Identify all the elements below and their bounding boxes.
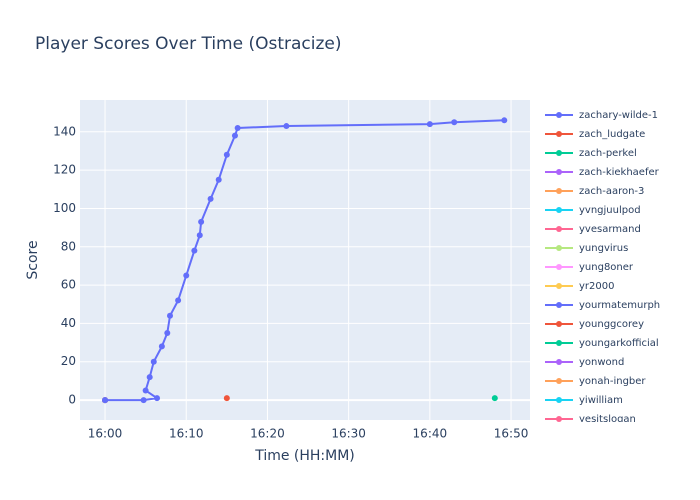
x-tick-label: 16:00: [88, 427, 123, 441]
data-point: [191, 247, 198, 254]
data-point: [207, 195, 214, 202]
y-tick-label: 80: [61, 239, 76, 253]
marks: [102, 117, 508, 404]
legend-marker: [556, 378, 562, 384]
legend: zachary-wilde-1 zach_ludgate zach-perkel za…: [545, 110, 660, 425]
y-tick-label: 100: [53, 201, 76, 215]
legend-marker: [556, 302, 562, 308]
legend-label[interactable]: yr2000: [579, 281, 614, 292]
x-tick-label: 16:30: [331, 427, 366, 441]
legend-label[interactable]: yourmatemurph: [579, 300, 660, 311]
legend-label[interactable]: yung8oner: [579, 262, 634, 273]
data-point: [102, 397, 109, 404]
legend-marker: [556, 131, 562, 137]
data-point: [150, 358, 157, 365]
data-point: [283, 123, 290, 130]
legend-label[interactable]: yiwilliam: [579, 395, 623, 406]
legend-label[interactable]: zach-aaron-3: [579, 186, 644, 197]
legend-label[interactable]: yonah-ingber: [579, 376, 646, 387]
legend-marker: [556, 150, 562, 156]
legend-label[interactable]: younggcorey: [579, 319, 644, 330]
legend-marker: [556, 112, 562, 118]
data-point: [491, 395, 498, 402]
y-tick-label: 40: [61, 316, 76, 330]
legend-marker: [556, 226, 562, 232]
data-point: [231, 132, 238, 139]
x-tick-label: 16:10: [169, 427, 204, 441]
legend-label[interactable]: yungvirus: [579, 243, 628, 254]
legend-marker: [556, 340, 562, 346]
data-point: [426, 121, 433, 128]
data-point: [501, 117, 508, 124]
legend-label[interactable]: yvesarmand: [579, 224, 641, 235]
legend-marker: [556, 264, 562, 270]
legend-label[interactable]: yonwond: [579, 357, 624, 368]
plot-area: [80, 100, 530, 420]
legend-label[interactable]: zach-perkel: [579, 148, 637, 159]
data-point: [223, 151, 230, 158]
y-tick-label: 60: [61, 278, 76, 292]
data-point: [167, 312, 173, 319]
data-point: [146, 374, 153, 381]
data-point: [196, 232, 203, 239]
y-axis-label: Score: [25, 240, 41, 279]
data-point: [215, 176, 222, 183]
y-tick-label: 120: [53, 163, 76, 177]
x-axis-label: Time (HH:MM): [254, 448, 355, 464]
legend-marker: [556, 416, 562, 422]
legend-label[interactable]: yesitslogan: [579, 414, 636, 425]
legend-label[interactable]: youngarkofficial: [579, 338, 659, 349]
x-tick-label: 16:20: [250, 427, 285, 441]
legend-marker: [556, 397, 562, 403]
x-tick-label: 16:50: [494, 427, 529, 441]
y-tick-label: 140: [53, 124, 76, 138]
legend-marker: [556, 245, 562, 251]
legend-marker: [556, 359, 562, 365]
legend-label[interactable]: zachary-wilde-1: [579, 110, 658, 121]
legend-marker: [556, 283, 562, 289]
data-point: [154, 395, 161, 402]
legend-label[interactable]: zach_ludgate: [579, 129, 645, 140]
data-point: [223, 395, 230, 402]
legend-marker: [556, 207, 562, 213]
legend-marker: [556, 188, 562, 194]
x-tick-label: 16:40: [413, 427, 448, 441]
chart-title: Player Scores Over Time (Ostracize): [35, 34, 342, 54]
y-tick-label: 20: [61, 354, 76, 368]
legend-label[interactable]: zach-kiekhaefer: [579, 167, 660, 178]
data-point: [234, 124, 241, 131]
data-point: [142, 387, 149, 394]
legend-label[interactable]: yvngjuulpod: [579, 205, 641, 216]
data-point: [140, 397, 147, 404]
data-point: [451, 119, 458, 126]
legend-marker: [556, 169, 562, 175]
y-tick-label: 0: [68, 393, 76, 407]
data-point: [164, 330, 171, 337]
data-point: [158, 343, 165, 350]
grid: [80, 100, 530, 420]
data-point: [183, 272, 190, 279]
legend-marker: [556, 321, 562, 327]
data-point: [175, 297, 182, 304]
data-point: [198, 218, 205, 225]
